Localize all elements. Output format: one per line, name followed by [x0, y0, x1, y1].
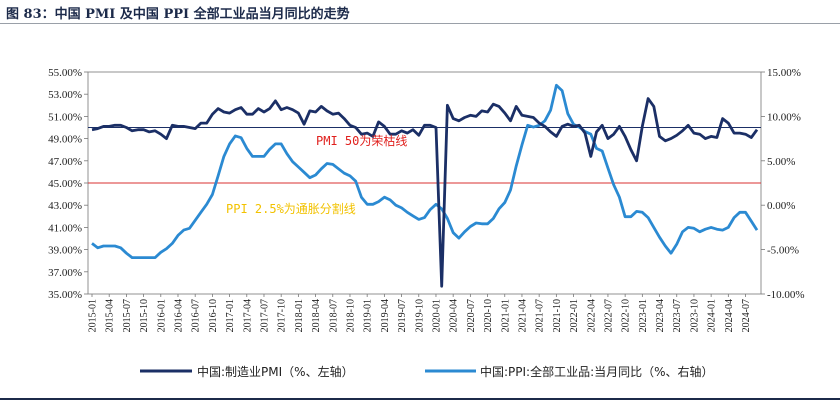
x-tick-label: 2020-07 — [466, 299, 477, 332]
x-tick-label: 2020-10 — [483, 299, 494, 332]
left-tick-label: 55.00% — [48, 67, 82, 79]
x-tick-label: 2017-04 — [242, 299, 253, 332]
left-tick-label: 37.00% — [48, 267, 82, 279]
x-tick-label: 2023-04 — [655, 299, 666, 332]
x-tick-label: 2021-10 — [552, 299, 563, 332]
legend-label-pmi: 中国:制造业PMI（%、左轴） — [197, 364, 354, 379]
left-tick-label: 51.00% — [48, 111, 82, 123]
right-tick-label: 10.00% — [767, 111, 801, 123]
x-tick-label: 2017-01 — [225, 299, 236, 332]
x-tick-label: 2020-01 — [431, 299, 442, 332]
x-tick-label: 2018-10 — [345, 299, 356, 332]
x-tick-label: 2022-07 — [603, 299, 614, 332]
x-tick-label: 2018-07 — [328, 299, 339, 332]
figure-title: 图 83：中国 PMI 及中国 PPI 全部工业品当月同比的走势 — [6, 7, 350, 22]
x-tick-label: 2021-07 — [535, 299, 546, 332]
x-tick-label: 2021-04 — [517, 299, 528, 332]
x-tick-label: 2020-04 — [449, 299, 460, 332]
right-y-axis: -10.00% -5.00% 0.00% 5.00% 10.00% 15.00% — [761, 67, 805, 301]
right-tick-label: 5.00% — [767, 156, 795, 168]
left-tick-label: 35.00% — [48, 289, 82, 301]
x-tick-label: 2018-01 — [294, 299, 305, 332]
annotation-pmi-threshold: PMI 50为荣枯线 — [316, 133, 407, 148]
x-tick-label: 2015-04 — [105, 299, 116, 332]
bottom-divider — [0, 398, 840, 400]
x-tick-label: 2016-07 — [191, 299, 202, 332]
x-tick-label: 2024-01 — [707, 299, 718, 332]
x-tick-label: 2019-01 — [363, 299, 374, 332]
x-tick-label: 2023-01 — [638, 299, 649, 332]
x-tick-label: 2016-10 — [208, 299, 219, 332]
left-tick-label: 39.00% — [48, 245, 82, 257]
legend-label-ppi: 中国:PPI:全部工业品:当月同比（%、右轴） — [480, 364, 714, 379]
x-tick-label: 2024-04 — [724, 299, 735, 332]
left-tick-label: 49.00% — [48, 134, 82, 146]
right-tick-label: 15.00% — [767, 67, 801, 79]
legend: 中国:制造业PMI（%、左轴） 中国:PPI:全部工业品:当月同比（%、右轴） — [140, 364, 714, 379]
x-tick-label: 2024-07 — [741, 299, 752, 332]
right-tick-label: -10.00% — [767, 289, 805, 301]
left-y-axis: 35.00% 37.00% 39.00% 41.00% 43.00% 45.00% 47.0… — [48, 67, 88, 301]
x-tick-label: 2023-07 — [672, 299, 683, 332]
x-tick-label: 2022-04 — [586, 299, 597, 332]
x-axis: 2015-01 2015-04 2015-07 2015-10 2016-01 2016-… — [88, 294, 752, 332]
series-line-ppi — [91, 83, 759, 260]
x-tick-label: 2015-07 — [122, 299, 133, 332]
x-tick-label: 2022-10 — [621, 299, 632, 332]
x-tick-label: 2022-01 — [569, 299, 580, 332]
x-tick-label: 2019-10 — [414, 299, 425, 332]
x-tick-label: 2021-01 — [500, 299, 511, 332]
annotation-ppi-threshold: PPI 2.5%为通胀分割线 — [226, 201, 356, 216]
x-tick-label: 2015-10 — [139, 299, 150, 332]
right-tick-label: -5.00% — [767, 245, 799, 257]
x-tick-label: 2017-10 — [277, 299, 288, 332]
right-tick-label: 0.00% — [767, 200, 795, 212]
left-tick-label: 53.00% — [48, 89, 82, 101]
title-divider — [0, 23, 840, 24]
x-tick-label: 2019-04 — [380, 299, 391, 332]
left-tick-label: 47.00% — [48, 156, 82, 168]
left-tick-label: 41.00% — [48, 222, 82, 234]
x-tick-label: 2019-07 — [397, 299, 408, 332]
x-tick-label: 2016-04 — [173, 299, 184, 332]
left-tick-label: 45.00% — [48, 178, 82, 190]
x-tick-label: 2015-01 — [88, 299, 99, 332]
x-tick-label: 2023-10 — [689, 299, 700, 332]
x-tick-label: 2018-04 — [311, 299, 322, 332]
series-group — [91, 83, 759, 288]
series-line-pmi — [91, 97, 759, 288]
x-tick-label: 2016-01 — [156, 299, 167, 332]
x-tick-label: 2017-07 — [259, 299, 270, 332]
left-tick-label: 43.00% — [48, 200, 82, 212]
